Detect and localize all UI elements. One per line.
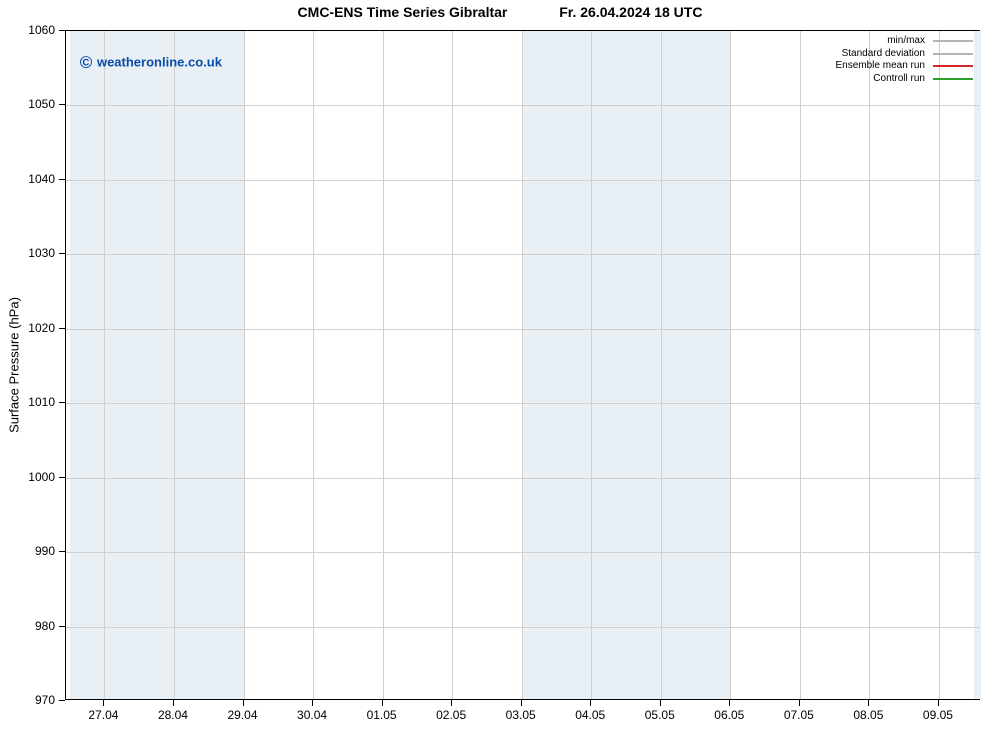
y-tick-mark [59, 402, 65, 403]
y-tick-mark [59, 551, 65, 552]
x-tick-mark [243, 700, 244, 706]
x-tick-mark [382, 700, 383, 706]
legend-item-label: Standard deviation [842, 48, 925, 61]
chart-page: { "header": { "title_left": "CMC-ENS Tim… [0, 0, 1000, 733]
x-tick-mark [729, 700, 730, 706]
gridline-vertical [522, 31, 523, 699]
legend-item: min/max [836, 35, 974, 48]
y-tick-label: 1050 [0, 97, 55, 111]
y-tick-label: 980 [0, 619, 55, 633]
plot-area: © weatheronline.co.uk min/maxStandard dev… [65, 30, 980, 700]
gridline-vertical [730, 31, 731, 699]
y-tick-label: 1010 [0, 395, 55, 409]
y-tick-label: 990 [0, 544, 55, 558]
x-tick-label: 01.05 [367, 708, 397, 722]
x-tick-mark [451, 700, 452, 706]
x-tick-mark [521, 700, 522, 706]
legend-item-label: Ensemble mean run [836, 60, 926, 73]
x-tick-label: 09.05 [923, 708, 953, 722]
y-tick-label: 1060 [0, 23, 55, 37]
x-tick-mark [103, 700, 104, 706]
chart-title-left: CMC-ENS Time Series Gibraltar [298, 4, 508, 20]
y-axis-label: Surface Pressure (hPa) [7, 297, 22, 433]
x-tick-label: 05.05 [645, 708, 675, 722]
y-tick-label: 1020 [0, 321, 55, 335]
gridline-vertical [591, 31, 592, 699]
gridline-vertical [452, 31, 453, 699]
legend-item-label: min/max [887, 35, 925, 48]
gridline-vertical [244, 31, 245, 699]
weekend-band [522, 31, 731, 699]
watermark: © weatheronline.co.uk [80, 53, 222, 73]
x-tick-label: 04.05 [575, 708, 605, 722]
x-tick-label: 08.05 [853, 708, 883, 722]
x-tick-mark [590, 700, 591, 706]
y-tick-mark [59, 626, 65, 627]
y-tick-label: 1030 [0, 246, 55, 260]
x-tick-mark [660, 700, 661, 706]
y-tick-mark [59, 30, 65, 31]
gridline-vertical [869, 31, 870, 699]
x-tick-label: 27.04 [88, 708, 118, 722]
y-tick-mark [59, 104, 65, 105]
gridline-vertical [313, 31, 314, 699]
y-tick-mark [59, 179, 65, 180]
x-tick-mark [312, 700, 313, 706]
legend-item-swatch [933, 53, 973, 55]
x-tick-label: 29.04 [227, 708, 257, 722]
legend-item: Ensemble mean run [836, 60, 974, 73]
y-tick-mark [59, 700, 65, 701]
x-tick-label: 07.05 [784, 708, 814, 722]
gridline-vertical [174, 31, 175, 699]
watermark-text: weatheronline.co.uk [97, 55, 222, 70]
chart-title-right: Fr. 26.04.2024 18 UTC [559, 4, 702, 20]
x-tick-label: 30.04 [297, 708, 327, 722]
x-tick-mark [868, 700, 869, 706]
legend: min/maxStandard deviationEnsemble mean r… [836, 35, 974, 85]
x-tick-label: 03.05 [506, 708, 536, 722]
gridline-vertical [661, 31, 662, 699]
chart-title-row: CMC-ENS Time Series Gibraltar Fr. 26.04.… [0, 4, 1000, 20]
watermark-copyright-icon: © [80, 53, 97, 72]
legend-item-swatch [933, 78, 973, 80]
x-tick-mark [173, 700, 174, 706]
y-tick-label: 1000 [0, 470, 55, 484]
legend-item: Standard deviation [836, 48, 974, 61]
weekend-band [974, 31, 981, 699]
gridline-vertical [383, 31, 384, 699]
gridline-vertical [104, 31, 105, 699]
x-tick-label: 28.04 [158, 708, 188, 722]
y-tick-label: 970 [0, 693, 55, 707]
legend-item-label: Controll run [873, 73, 925, 86]
legend-item-swatch [933, 40, 973, 42]
y-tick-mark [59, 328, 65, 329]
x-tick-mark [938, 700, 939, 706]
legend-item-swatch [933, 65, 973, 67]
weekend-band [70, 31, 244, 699]
y-tick-mark [59, 477, 65, 478]
legend-item: Controll run [836, 73, 974, 86]
gridline-vertical [800, 31, 801, 699]
gridline-vertical [939, 31, 940, 699]
y-tick-mark [59, 253, 65, 254]
x-tick-mark [799, 700, 800, 706]
x-tick-label: 06.05 [714, 708, 744, 722]
x-tick-label: 02.05 [436, 708, 466, 722]
y-tick-label: 1040 [0, 172, 55, 186]
